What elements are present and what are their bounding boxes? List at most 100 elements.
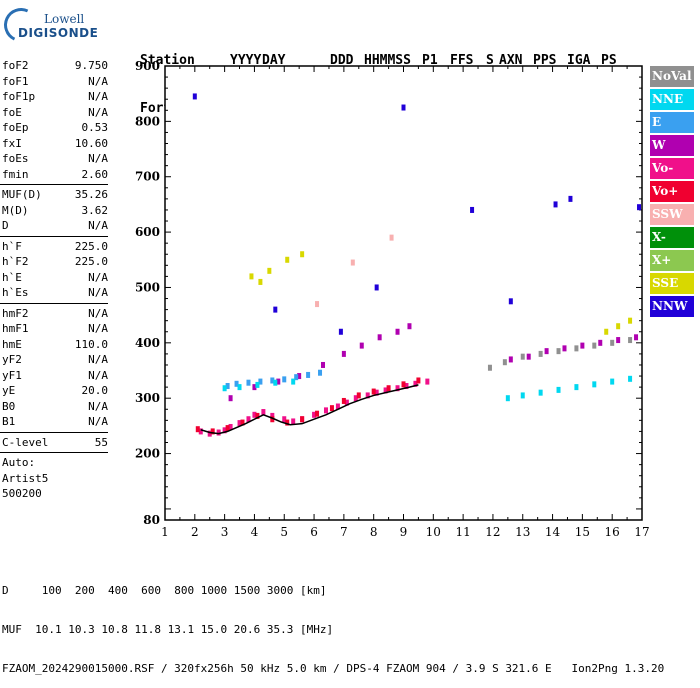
polarization-legend: NoVal NNE E W Vo- Vo+ SSW X- X+ SSE NNW bbox=[650, 66, 694, 319]
data-point-vominus bbox=[261, 409, 266, 416]
header-label-yyyy: YYYY bbox=[230, 53, 262, 68]
data-point-vominus bbox=[237, 420, 242, 427]
data-point-e bbox=[225, 383, 230, 390]
data-point-ssw bbox=[389, 234, 394, 241]
param-value: N/A bbox=[88, 74, 108, 88]
param-value: N/A bbox=[88, 368, 108, 382]
data-point-nnw bbox=[508, 298, 513, 305]
data-point-nnw bbox=[338, 328, 343, 335]
param-row: fmin 2.60 bbox=[0, 167, 112, 183]
param-name: fxI bbox=[2, 136, 22, 150]
parameter-panel: foF2 9.750 foF1 N/A foF1p N/A foE N/A foEp 0.53 fx… bbox=[0, 58, 112, 502]
x-tick-label: 1 bbox=[161, 525, 169, 539]
y-tick-label: 400 bbox=[135, 336, 160, 350]
data-point-voplus bbox=[341, 397, 346, 404]
param-value: 2.60 bbox=[81, 167, 109, 181]
data-point-w bbox=[598, 339, 603, 346]
data-point-nne bbox=[538, 389, 543, 396]
data-point-w bbox=[580, 342, 585, 349]
data-point-nnw bbox=[192, 93, 197, 100]
data-point-vominus bbox=[353, 395, 358, 402]
x-tick-label: 10 bbox=[426, 525, 441, 539]
param-separator bbox=[0, 452, 108, 453]
data-point-noval bbox=[538, 350, 543, 357]
param-value: 0.53 bbox=[81, 121, 109, 134]
data-point-vominus bbox=[216, 429, 221, 436]
data-point-vominus bbox=[270, 412, 275, 419]
header-label-hhmmss: HHMMSS bbox=[364, 53, 411, 68]
data-point-w bbox=[377, 334, 382, 341]
param-name: foE bbox=[2, 105, 22, 119]
y-tick-label: 800 bbox=[135, 114, 160, 128]
file-info-line: FZAOM_2024290015000.RSF / 320fx256h 50 k… bbox=[2, 662, 665, 675]
lowell-digisonde-logo: Lowell DIGISONDE bbox=[0, 3, 114, 47]
param-value: N/A bbox=[88, 270, 108, 284]
data-point-nnw bbox=[401, 104, 406, 111]
x-tick-label: 14 bbox=[545, 525, 561, 539]
data-point-nne bbox=[222, 385, 227, 392]
data-point-sse bbox=[616, 323, 621, 330]
data-point-voplus bbox=[329, 405, 334, 412]
param-row: foF1 N/A bbox=[0, 74, 112, 90]
data-point-e bbox=[258, 378, 263, 385]
param-value: N/A bbox=[88, 306, 108, 320]
logo-line1: Lowell bbox=[44, 12, 85, 26]
data-point-voplus bbox=[300, 416, 305, 423]
data-point-e bbox=[270, 377, 275, 384]
param-separator bbox=[0, 302, 108, 304]
param-name: h`F bbox=[2, 239, 22, 253]
header-label-p1: P1 bbox=[422, 53, 438, 68]
legend-item-vominus: Vo- bbox=[650, 158, 694, 179]
param-row: foF1p N/A bbox=[0, 89, 112, 105]
auto-line3: 500200 bbox=[2, 487, 42, 500]
data-point-vominus bbox=[228, 423, 233, 430]
data-point-w bbox=[544, 348, 549, 355]
data-point-nne bbox=[520, 392, 525, 399]
param-row: foE N/A bbox=[0, 105, 112, 121]
data-point-e bbox=[294, 374, 299, 381]
param-separator bbox=[0, 431, 108, 433]
x-tick-label: 12 bbox=[485, 525, 500, 539]
data-point-w bbox=[276, 378, 281, 385]
data-point-e bbox=[246, 379, 251, 386]
data-point-nnw bbox=[568, 195, 573, 202]
param-row: h`Es N/A bbox=[0, 285, 112, 301]
data-point-e bbox=[318, 369, 323, 376]
param-name: foF2 bbox=[2, 59, 29, 72]
header-label-station: Station bbox=[140, 53, 195, 68]
param-row: hmE 110.0 bbox=[0, 337, 112, 353]
data-point-sse bbox=[285, 256, 290, 263]
data-point-w bbox=[321, 361, 326, 368]
data-point-nne bbox=[574, 384, 579, 391]
data-point-nne bbox=[237, 384, 242, 391]
data-point-noval bbox=[610, 339, 615, 346]
x-tick-label: 5 bbox=[280, 525, 288, 539]
logo-line2: DIGISONDE bbox=[18, 26, 99, 40]
data-point-w bbox=[252, 384, 257, 391]
param-row: fxI 10.60 bbox=[0, 136, 112, 152]
y-tick-label: 700 bbox=[135, 170, 160, 184]
legend-item-voplus: Vo+ bbox=[650, 181, 694, 202]
param-row: MUF(D) 35.26 bbox=[0, 187, 112, 203]
param-name: hmF2 bbox=[2, 306, 29, 320]
data-point-nne bbox=[273, 379, 278, 386]
param-value: 225.0 bbox=[74, 255, 108, 268]
data-point-w bbox=[228, 395, 233, 402]
data-point-voplus bbox=[210, 428, 215, 435]
data-point-nne bbox=[610, 378, 615, 385]
data-point-vominus bbox=[374, 389, 379, 396]
ionogram-chart: 1 2 3 4 5 6 7 8 9 10 11 12 13 14 15 16 17802003004005006… bbox=[135, 59, 650, 539]
param-value: N/A bbox=[88, 90, 108, 103]
param-name: fmin bbox=[2, 167, 29, 181]
param-name: B1 bbox=[2, 415, 16, 428]
distance-row: D 100 200 400 600 800 1000 1500 3000 [km… bbox=[2, 584, 664, 597]
param-value: 9.750 bbox=[74, 59, 108, 72]
data-point-vominus bbox=[404, 383, 409, 390]
data-point-vominus bbox=[291, 418, 296, 425]
param-separator bbox=[0, 184, 108, 185]
data-point-voplus bbox=[270, 416, 275, 423]
param-row: hmF1 N/A bbox=[0, 321, 112, 337]
x-tick-label: 6 bbox=[310, 525, 318, 539]
param-row: M(D) 3.62 bbox=[0, 203, 112, 219]
y-tick-label: 300 bbox=[135, 391, 160, 405]
